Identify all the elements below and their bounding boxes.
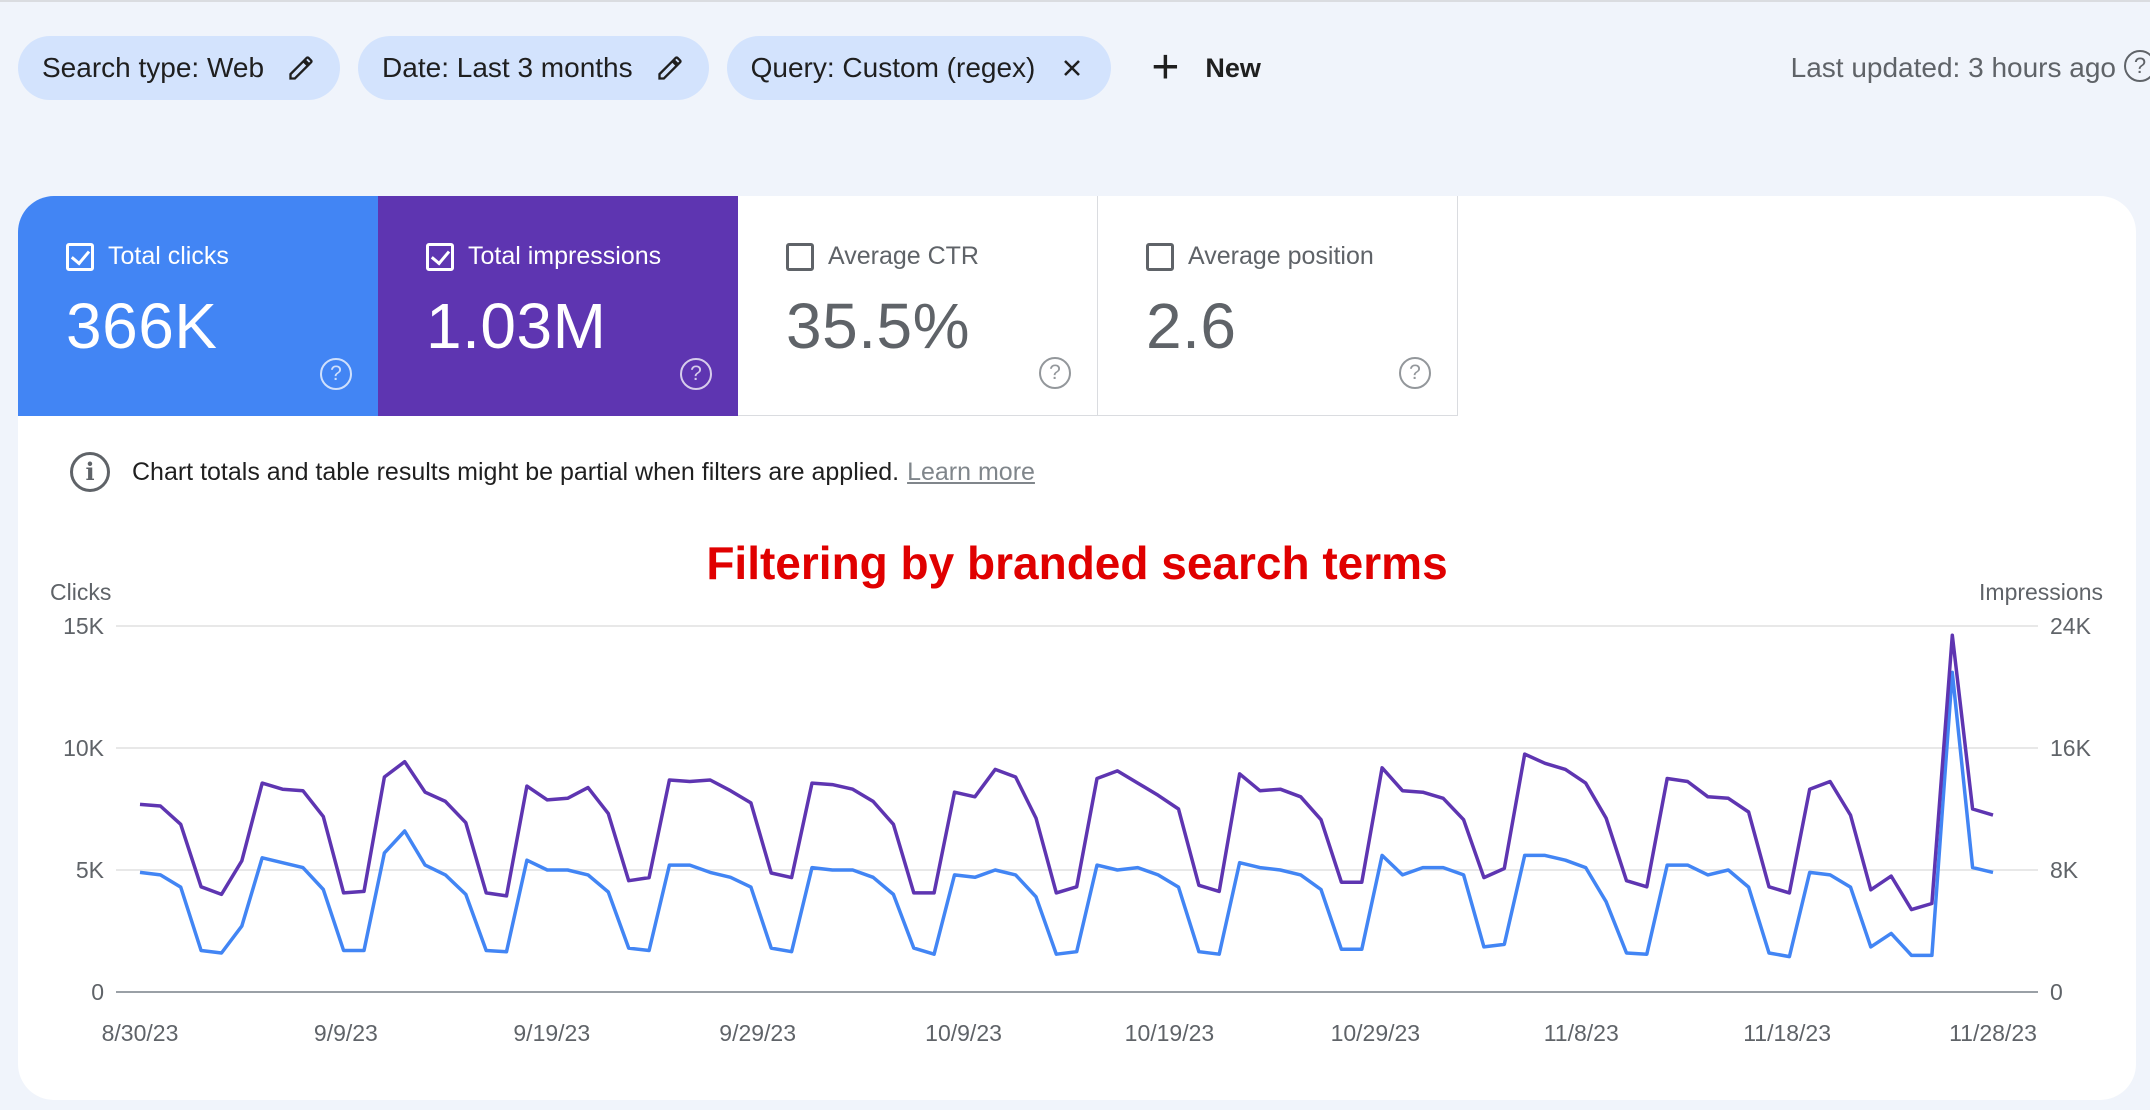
help-icon[interactable]: ? (320, 358, 352, 390)
x-axis-tick-label: 10/29/23 (1331, 1020, 1421, 1046)
filter-chip-search-type[interactable]: Search type: Web (18, 36, 341, 100)
x-axis-tick-label: 11/8/23 (1544, 1020, 1619, 1046)
plus-icon: + (1151, 41, 1180, 94)
partial-results-notice: i Chart totals and table results might b… (70, 452, 1035, 492)
performance-chart: 0 0 5K 8K 10K 16K 15K 24K Clicks Impressions 8/30/… (50, 579, 2103, 1046)
x-axis-tick-label: 10/19/23 (1125, 1020, 1215, 1046)
help-icon[interactable]: ? (2124, 50, 2150, 82)
x-axis-tick-label: 8/30/23 (102, 1020, 179, 1046)
metric-label: Total clicks (108, 242, 229, 270)
checkbox-checked-icon[interactable] (66, 242, 94, 271)
right-axis-title: Impressions (1979, 579, 2103, 605)
metric-total-impressions[interactable]: Total impressions 1.03M ? (378, 196, 738, 416)
x-axis-tick-label: 9/29/23 (719, 1020, 796, 1046)
checkbox-checked-icon[interactable] (426, 242, 454, 271)
metric-label: Total impressions (468, 242, 662, 270)
right-axis-tick-label: 16K (2050, 735, 2092, 761)
pencil-icon[interactable] (655, 53, 685, 83)
metric-average-ctr[interactable]: Average CTR 35.5% ? (738, 196, 1098, 416)
metric-label: Average position (1188, 242, 1374, 270)
x-axis-tick-label: 11/18/23 (1743, 1020, 1831, 1046)
last-updated-text: Last updated: 3 hours ago (1790, 52, 2116, 83)
chip-label: Search type: Web (42, 52, 265, 83)
x-axis-tick-label: 9/9/23 (314, 1020, 378, 1046)
learn-more-link[interactable]: Learn more (907, 457, 1035, 486)
notice-text: Chart totals and table results might be … (132, 457, 900, 486)
metric-value: 2.6 (1146, 290, 1237, 362)
metric-total-clicks[interactable]: Total clicks 366K ? (18, 196, 378, 416)
last-updated: Last updated: 3 hours ago (1791, 36, 2116, 100)
chart-annotation: Filtering by branded search terms (706, 537, 1448, 589)
x-axis-tick-label: 11/28/23 (1949, 1020, 2037, 1046)
help-icon[interactable]: ? (1039, 357, 1071, 389)
metric-average-position[interactable]: Average position 2.6 ? (1098, 196, 1458, 416)
new-filter-label: New (1205, 52, 1261, 83)
left-axis-tick-label: 5K (76, 857, 105, 883)
clicks-series-line (139, 670, 1994, 959)
chip-label: Query: Custom (regex) (750, 52, 1036, 83)
x-axis-tick-label: 9/19/23 (513, 1020, 590, 1046)
performance-card: Total clicks 366K ? Total impressions 1.… (18, 196, 2136, 1100)
left-axis-title: Clicks (50, 579, 111, 605)
checkbox-unchecked-icon[interactable] (1146, 242, 1174, 271)
left-axis-tick-label: 0 (91, 979, 104, 1005)
metric-value: 1.03M (426, 290, 607, 362)
checkbox-unchecked-icon[interactable] (786, 242, 814, 271)
left-axis-tick-label: 10K (63, 735, 105, 761)
right-axis-tick-label: 0 (2050, 979, 2063, 1005)
help-icon[interactable]: ? (680, 358, 712, 390)
filter-chip-query[interactable]: Query: Custom (regex) (726, 36, 1112, 100)
new-filter-button[interactable]: + New (1151, 36, 1261, 100)
chip-label: Date: Last 3 months (382, 52, 633, 83)
info-icon: i (70, 452, 110, 492)
x-axis-tick-label: 10/9/23 (925, 1020, 1002, 1046)
close-icon[interactable] (1057, 53, 1087, 83)
pencil-icon[interactable] (286, 53, 316, 83)
help-icon[interactable]: ? (1399, 357, 1431, 389)
top-divider (0, 0, 2150, 2)
metric-tabs: Total clicks 366K ? Total impressions 1.… (18, 196, 1458, 416)
metric-value: 35.5% (786, 290, 970, 362)
filter-bar: Search type: Web Date: Last 3 months Que… (18, 36, 1261, 100)
impressions-series-line (139, 633, 1994, 912)
metric-label: Average CTR (828, 242, 979, 270)
left-axis-tick-label: 15K (63, 613, 105, 639)
right-axis-tick-label: 8K (2050, 857, 2079, 883)
filter-chip-date[interactable]: Date: Last 3 months (358, 36, 709, 100)
metric-value: 366K (66, 290, 218, 362)
right-axis-tick-label: 24K (2050, 613, 2092, 639)
